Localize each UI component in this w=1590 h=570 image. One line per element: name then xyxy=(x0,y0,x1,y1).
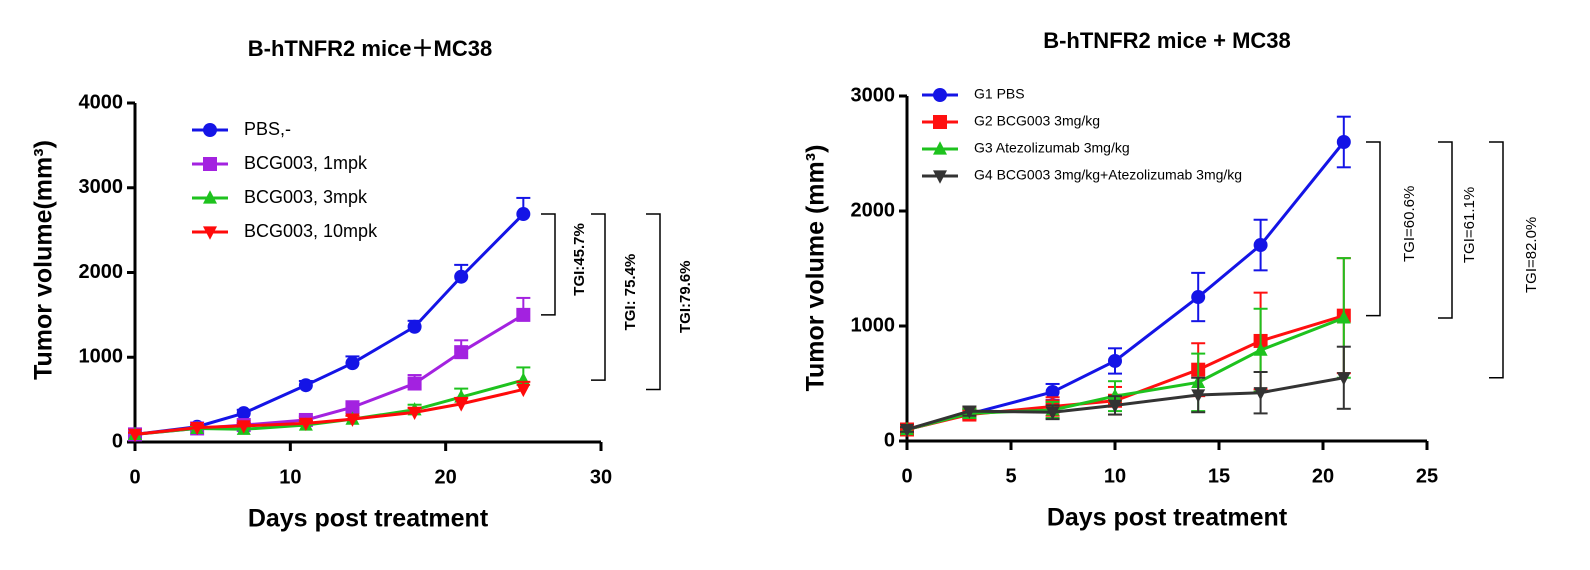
marker xyxy=(1191,290,1206,305)
marker xyxy=(1336,310,1351,324)
x-tick-label: 20 xyxy=(435,466,457,488)
marker xyxy=(1045,406,1060,420)
tgi-bracket xyxy=(591,213,606,381)
marker xyxy=(1108,353,1122,368)
legend-label: PBS,- xyxy=(244,119,291,139)
x-tick-label: 20 xyxy=(1312,465,1334,487)
tgi-bracket xyxy=(646,213,661,391)
tgi-label: TGI:45.7% xyxy=(571,223,588,296)
marker xyxy=(298,378,313,393)
y-tick-label: 1000 xyxy=(79,346,124,368)
marker xyxy=(407,406,422,421)
marker xyxy=(407,319,422,334)
marker xyxy=(900,423,914,438)
x-tick-label: 15 xyxy=(1208,465,1230,487)
x-tick-label: 10 xyxy=(1104,465,1126,487)
tgi-bracket xyxy=(541,213,556,316)
marker xyxy=(1191,389,1206,403)
marker xyxy=(236,420,251,434)
marker xyxy=(1108,399,1122,414)
y-axis-label: Tumor volume(mm³) xyxy=(30,140,58,380)
legend-label: BCG003, 10mpk xyxy=(244,221,378,241)
legend-label: BCG003, 3mpk xyxy=(244,187,368,207)
marker xyxy=(1253,387,1268,401)
tgi-bracket xyxy=(1438,141,1453,319)
legend-marker xyxy=(203,157,217,171)
y-tick-label: 3000 xyxy=(79,176,124,198)
tgi-label: TGI=60.6% xyxy=(1401,186,1418,262)
tgi-label: TGI:79.6% xyxy=(677,260,694,333)
y-axis-label: Tumor volume (mm³) xyxy=(802,145,830,392)
x-tick-label: 30 xyxy=(590,466,612,488)
marker xyxy=(962,405,977,419)
series xyxy=(128,380,531,443)
series-line xyxy=(906,141,1345,431)
series xyxy=(900,345,1351,438)
x-tick-label: 5 xyxy=(1005,465,1016,487)
tgi-label: TGI=61.1% xyxy=(1461,187,1478,263)
marker xyxy=(516,383,531,398)
legend-label: BCG003, 1mpk xyxy=(244,153,368,173)
legend-marker xyxy=(203,190,217,204)
marker xyxy=(190,421,205,436)
legend-label: G3 Atezolizumab 3mg/kg xyxy=(974,140,1130,156)
y-tick-label: 2000 xyxy=(79,261,124,283)
x-tick-label: 10 xyxy=(279,466,301,488)
legend-marker xyxy=(933,141,947,155)
legend-marker xyxy=(203,123,217,137)
y-tick-label: 1000 xyxy=(851,314,896,336)
marker xyxy=(236,406,251,421)
y-tick-label: 2000 xyxy=(851,199,896,221)
legend-marker xyxy=(933,88,947,102)
legend-label: G4 BCG003 3mg/kg+Atezolizumab 3mg/kg xyxy=(974,167,1242,183)
chart: B-hTNFR2 mice＋MC38 0 1000 2000 3000 4000 0 10 20… xyxy=(30,36,694,533)
series-line xyxy=(134,212,525,436)
marker xyxy=(1253,342,1268,356)
y-tick-label: 0 xyxy=(112,430,123,452)
chart: B-hTNFR2 mice + MC38 0 1000 2000 3000 0 5 10 15 2… xyxy=(802,28,1540,532)
marker xyxy=(298,417,313,432)
marker xyxy=(454,269,469,284)
marker xyxy=(454,345,469,360)
legend-label: G1 PBS xyxy=(974,86,1025,102)
y-tick-label: 0 xyxy=(884,429,895,451)
x-axis-label: Days post treatment xyxy=(1047,504,1288,532)
legend-marker xyxy=(933,170,947,184)
tgi-bracket xyxy=(1366,141,1381,317)
legend-label: G2 BCG003 3mg/kg xyxy=(974,113,1100,129)
marker xyxy=(407,376,422,391)
marker xyxy=(1336,372,1351,386)
tgi-bracket xyxy=(1489,141,1504,379)
marker xyxy=(516,307,531,322)
x-tick-label: 25 xyxy=(1416,465,1438,487)
x-tick-label: 0 xyxy=(129,466,140,488)
marker xyxy=(1045,385,1060,400)
marker xyxy=(1253,238,1268,253)
y-tick-label: 3000 xyxy=(851,84,896,106)
legend-marker xyxy=(933,115,947,129)
y-tick-label: 4000 xyxy=(79,91,124,113)
marker xyxy=(128,428,142,443)
tgi-label: TGI=82.0% xyxy=(1523,217,1540,293)
marker xyxy=(345,400,360,415)
tgi-label: TGI: 75.4% xyxy=(622,254,639,331)
marker xyxy=(454,398,469,412)
marker xyxy=(345,356,360,371)
chart-title: B-hTNFR2 mice + MC38 xyxy=(1043,28,1291,53)
marker xyxy=(516,207,531,222)
marker xyxy=(345,413,360,427)
series-line xyxy=(906,376,1345,431)
x-tick-label: 0 xyxy=(901,465,912,487)
chart-title: B-hTNFR2 mice＋MC38 xyxy=(248,36,492,61)
marker xyxy=(1336,135,1351,149)
legend-marker xyxy=(203,226,217,240)
x-axis-label: Days post treatment xyxy=(248,505,489,533)
marker xyxy=(1108,388,1122,402)
series-line xyxy=(134,387,524,436)
